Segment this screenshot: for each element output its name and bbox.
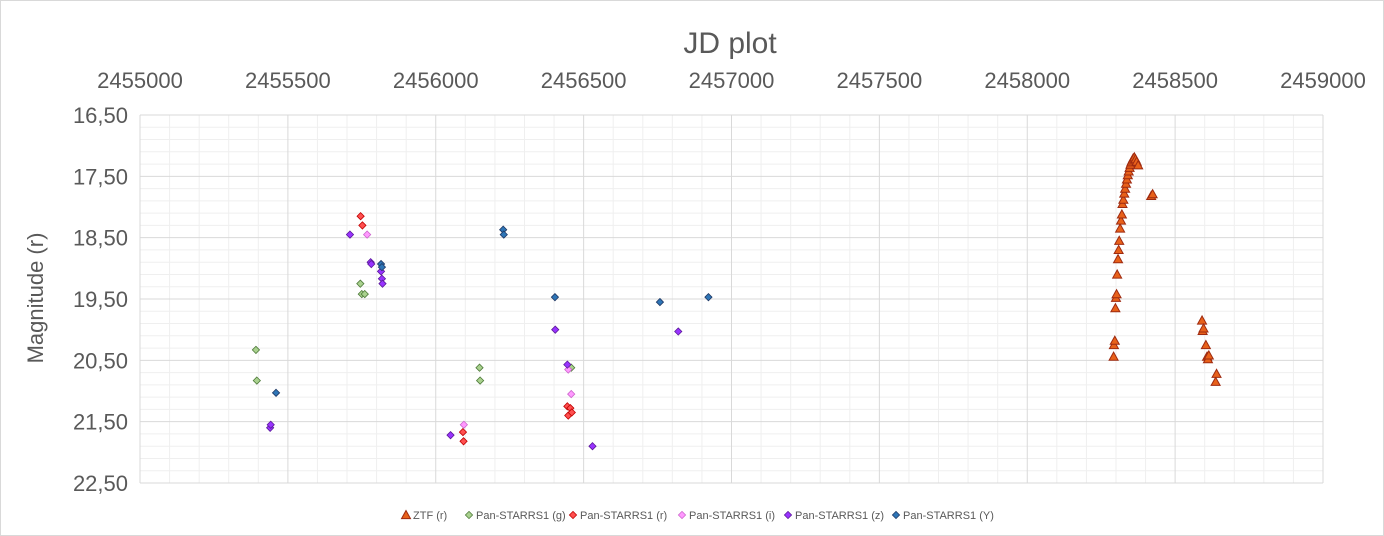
legend-marker — [568, 510, 578, 520]
data-point — [378, 279, 387, 288]
legend-marker — [464, 510, 474, 520]
data-point — [360, 289, 369, 299]
data-point — [459, 420, 469, 429]
series-5 — [271, 225, 713, 398]
x-tick-label: 2459000 — [1280, 68, 1366, 93]
x-tick-label: 2456500 — [541, 68, 627, 93]
legend-label: Pan-STARRS1 (g) — [476, 510, 566, 522]
data-point — [356, 212, 365, 221]
x-tick-label: 2458000 — [984, 68, 1070, 93]
data-point — [1198, 322, 1209, 333]
legend: ZTF (r) Pan-STARRS1 (g) Pan-STARRS1 (r) Pan… — [400, 509, 994, 522]
data-point — [674, 327, 683, 336]
data-point — [252, 376, 261, 385]
legend-marker — [891, 510, 901, 520]
series-1 — [251, 279, 576, 385]
x-axis-tick-labels: 2455000 2455500 2456000 2456500 2457000 24575… — [97, 68, 1366, 93]
legend-label: Pan-STARRS1 (Y) — [903, 510, 994, 522]
data-point — [704, 292, 713, 302]
data-point — [458, 427, 468, 437]
legend-label: Pan-STARRS1 (z) — [795, 510, 884, 522]
data-point — [655, 297, 665, 307]
legend-marker — [783, 510, 793, 520]
x-tick-label: 2455000 — [97, 68, 183, 93]
data-point — [1200, 339, 1212, 350]
data-point — [1210, 376, 1221, 386]
x-tick-label: 2457000 — [689, 68, 775, 93]
y-axis-tick-labels: 16,50 17,50 18,50 19,50 20,50 21,50 22,50 — [73, 103, 128, 496]
y-tick-label: 19,50 — [73, 287, 128, 312]
y-tick-label: 18,50 — [73, 226, 128, 251]
data-point — [567, 389, 576, 399]
data-point — [1147, 188, 1158, 199]
data-point — [563, 360, 572, 369]
y-tick-label: 20,50 — [73, 348, 128, 373]
data-point — [377, 262, 387, 272]
legend-label: ZTF (r) — [413, 510, 447, 522]
data-point — [1109, 335, 1121, 345]
y-tick-label: 17,50 — [73, 164, 128, 189]
x-tick-label: 2458500 — [1132, 68, 1218, 93]
legend-marker — [400, 509, 412, 520]
x-tick-label: 2457500 — [837, 68, 923, 93]
data-point — [1115, 214, 1127, 225]
data-point — [475, 376, 485, 385]
data-point — [1110, 302, 1121, 313]
data-point — [1211, 368, 1222, 378]
data-points — [251, 151, 1222, 451]
data-point — [358, 221, 367, 230]
data-point — [475, 363, 484, 372]
data-point — [1118, 194, 1129, 204]
data-point — [271, 388, 281, 398]
data-point — [1132, 159, 1144, 170]
series-4 — [265, 230, 683, 451]
data-point — [1111, 268, 1123, 279]
data-point — [1196, 314, 1208, 325]
data-point — [567, 408, 576, 417]
y-tick-label: 16,50 — [73, 103, 128, 128]
series-2 — [356, 212, 576, 446]
x-tick-label: 2456000 — [393, 68, 479, 93]
chart-title: JD plot — [683, 27, 777, 60]
data-point — [367, 259, 376, 269]
y-axis-title: Magnitude (r) — [23, 233, 48, 364]
series-0 — [1108, 151, 1222, 386]
data-point — [1114, 222, 1126, 233]
y-tick-label: 21,50 — [73, 410, 128, 435]
data-point — [551, 325, 560, 334]
data-point — [1113, 235, 1125, 245]
data-point — [499, 230, 508, 239]
y-tick-label: 22,50 — [73, 471, 128, 496]
data-point — [362, 230, 372, 239]
data-point — [1111, 288, 1122, 299]
data-point — [356, 279, 365, 288]
data-point — [446, 430, 455, 440]
data-point — [1112, 253, 1124, 264]
data-point — [1118, 187, 1130, 198]
x-tick-label: 2455500 — [245, 68, 331, 93]
data-point — [1119, 183, 1131, 193]
data-point — [459, 437, 468, 446]
legend-label: Pan-STARRS1 (i) — [689, 510, 775, 522]
legend-marker — [677, 510, 687, 520]
series-3 — [362, 230, 576, 429]
data-point — [1203, 349, 1215, 360]
data-point — [1113, 244, 1124, 255]
legend-label: Pan-STARRS1 (r) — [580, 510, 667, 522]
data-point — [588, 442, 597, 451]
data-point — [266, 420, 275, 429]
data-point — [1116, 208, 1128, 219]
data-point — [550, 292, 560, 302]
data-point — [345, 230, 355, 239]
data-point — [251, 345, 261, 355]
data-point — [1108, 351, 1119, 361]
